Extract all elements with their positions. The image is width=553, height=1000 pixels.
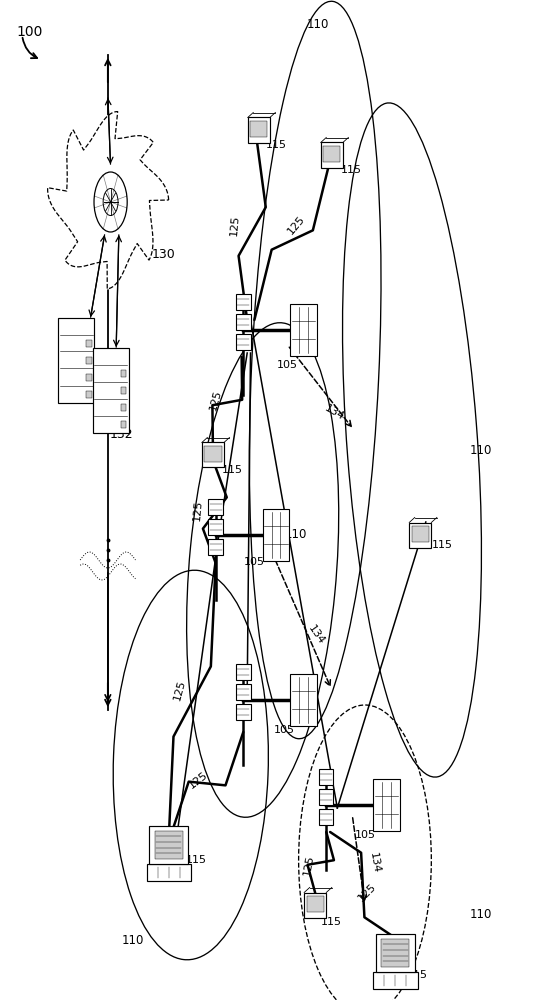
Text: 115: 115: [222, 465, 243, 475]
Text: 115: 115: [341, 165, 362, 175]
Text: 134: 134: [368, 852, 382, 874]
Text: 125: 125: [186, 770, 210, 790]
Bar: [236, 664, 251, 680]
Text: 115: 115: [407, 970, 428, 980]
Bar: [236, 314, 251, 330]
Text: 110: 110: [122, 934, 144, 946]
Text: 125: 125: [229, 214, 241, 236]
Bar: [86, 391, 92, 398]
Text: 100: 100: [17, 25, 43, 39]
Bar: [321, 142, 343, 167]
Text: 110: 110: [307, 18, 329, 31]
Bar: [147, 864, 191, 881]
Bar: [149, 826, 188, 864]
Bar: [306, 896, 324, 912]
Bar: [208, 499, 223, 515]
Bar: [236, 704, 251, 720]
Circle shape: [94, 172, 127, 232]
Bar: [202, 442, 224, 467]
Bar: [208, 539, 223, 555]
Bar: [154, 831, 182, 859]
Text: 125: 125: [192, 499, 204, 521]
Bar: [411, 526, 429, 542]
Text: 125: 125: [302, 854, 315, 876]
Text: 115: 115: [266, 140, 287, 150]
Bar: [319, 789, 333, 805]
Text: 115: 115: [432, 540, 453, 550]
Bar: [204, 446, 222, 462]
Bar: [376, 934, 415, 972]
Bar: [121, 421, 126, 428]
Bar: [373, 779, 400, 831]
Bar: [409, 522, 431, 548]
Bar: [319, 769, 333, 785]
Bar: [250, 121, 268, 137]
Bar: [373, 972, 418, 989]
Bar: [382, 939, 409, 967]
Text: 110: 110: [470, 908, 492, 922]
Bar: [248, 117, 270, 142]
Polygon shape: [48, 112, 169, 289]
Bar: [290, 674, 317, 726]
Text: 125: 125: [286, 214, 307, 236]
Text: 134: 134: [322, 403, 346, 423]
Text: 115: 115: [186, 855, 207, 865]
Bar: [263, 509, 289, 561]
Bar: [121, 387, 126, 394]
Text: 110: 110: [470, 444, 492, 456]
Text: 105: 105: [354, 830, 375, 840]
Bar: [236, 334, 251, 350]
Text: 105: 105: [274, 725, 295, 735]
Text: 125: 125: [172, 679, 187, 701]
Text: 125: 125: [356, 881, 378, 903]
Text: 132: 132: [110, 428, 133, 442]
Text: 134: 134: [306, 623, 326, 647]
Bar: [323, 146, 341, 162]
Bar: [86, 357, 92, 364]
Bar: [93, 348, 129, 432]
Text: 115: 115: [321, 917, 342, 927]
Bar: [86, 374, 92, 381]
Bar: [121, 404, 126, 411]
Bar: [304, 892, 326, 918]
Text: 110: 110: [285, 528, 307, 542]
Bar: [208, 519, 223, 535]
Text: 105: 105: [277, 360, 298, 370]
Bar: [236, 684, 251, 700]
Bar: [86, 340, 92, 347]
Bar: [59, 318, 94, 402]
Bar: [290, 304, 317, 356]
Text: 130: 130: [152, 248, 175, 261]
Text: 125: 125: [208, 389, 223, 411]
Bar: [319, 809, 333, 825]
Bar: [121, 370, 126, 377]
Bar: [236, 294, 251, 310]
Text: 105: 105: [244, 557, 265, 567]
